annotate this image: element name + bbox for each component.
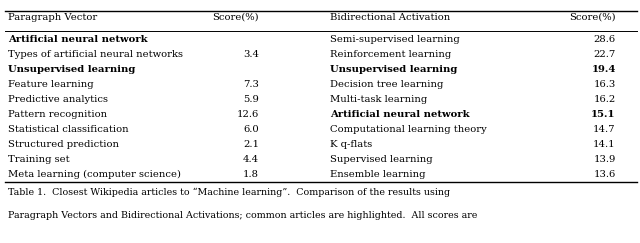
Text: Decision tree learning: Decision tree learning (330, 80, 443, 89)
Text: Types of artificial neural networks: Types of artificial neural networks (8, 50, 182, 59)
Text: 15.1: 15.1 (591, 110, 616, 119)
Text: Score(%): Score(%) (569, 13, 616, 22)
Text: Bidirectional Activation: Bidirectional Activation (330, 13, 450, 22)
Text: Artificial neural network: Artificial neural network (330, 110, 469, 119)
Text: Artificial neural network: Artificial neural network (8, 35, 147, 44)
Text: Semi-supervised learning: Semi-supervised learning (330, 35, 460, 44)
Text: 19.4: 19.4 (591, 65, 616, 74)
Text: 28.6: 28.6 (593, 35, 616, 44)
Text: 1.8: 1.8 (243, 170, 259, 179)
Text: 2.1: 2.1 (243, 140, 259, 149)
Text: 14.1: 14.1 (593, 140, 616, 149)
Text: Feature learning: Feature learning (8, 80, 93, 89)
Text: Predictive analytics: Predictive analytics (8, 95, 108, 104)
Text: Computational learning theory: Computational learning theory (330, 125, 486, 134)
Text: 13.9: 13.9 (593, 155, 616, 164)
Text: Unsupervised learning: Unsupervised learning (8, 65, 135, 74)
Text: 12.6: 12.6 (237, 110, 259, 119)
Text: Paragraph Vector: Paragraph Vector (8, 13, 97, 22)
Text: 5.9: 5.9 (243, 95, 259, 104)
Text: 22.7: 22.7 (593, 50, 616, 59)
Text: K q-flats: K q-flats (330, 140, 372, 149)
Text: 16.2: 16.2 (593, 95, 616, 104)
Text: Supervised learning: Supervised learning (330, 155, 432, 164)
Text: 7.3: 7.3 (243, 80, 259, 89)
Text: Pattern recognition: Pattern recognition (8, 110, 107, 119)
Text: Statistical classification: Statistical classification (8, 125, 128, 134)
Text: Reinforcement learning: Reinforcement learning (330, 50, 451, 59)
Text: Score(%): Score(%) (212, 13, 259, 22)
Text: Training set: Training set (8, 155, 69, 164)
Text: Structured prediction: Structured prediction (8, 140, 118, 149)
Text: Meta learning (computer science): Meta learning (computer science) (8, 170, 180, 179)
Text: 6.0: 6.0 (243, 125, 259, 134)
Text: Multi-task learning: Multi-task learning (330, 95, 427, 104)
Text: Table 1.  Closest Wikipedia articles to “Machine learning”.  Comparison of the r: Table 1. Closest Wikipedia articles to “… (8, 188, 450, 197)
Text: 16.3: 16.3 (593, 80, 616, 89)
Text: Unsupervised learning: Unsupervised learning (330, 65, 457, 74)
Text: 4.4: 4.4 (243, 155, 259, 164)
Text: 13.6: 13.6 (593, 170, 616, 179)
Text: Ensemble learning: Ensemble learning (330, 170, 425, 179)
Text: 14.7: 14.7 (593, 125, 616, 134)
Text: 3.4: 3.4 (243, 50, 259, 59)
Text: Paragraph Vectors and Bidirectional Activations; common articles are highlighted: Paragraph Vectors and Bidirectional Acti… (8, 211, 477, 220)
